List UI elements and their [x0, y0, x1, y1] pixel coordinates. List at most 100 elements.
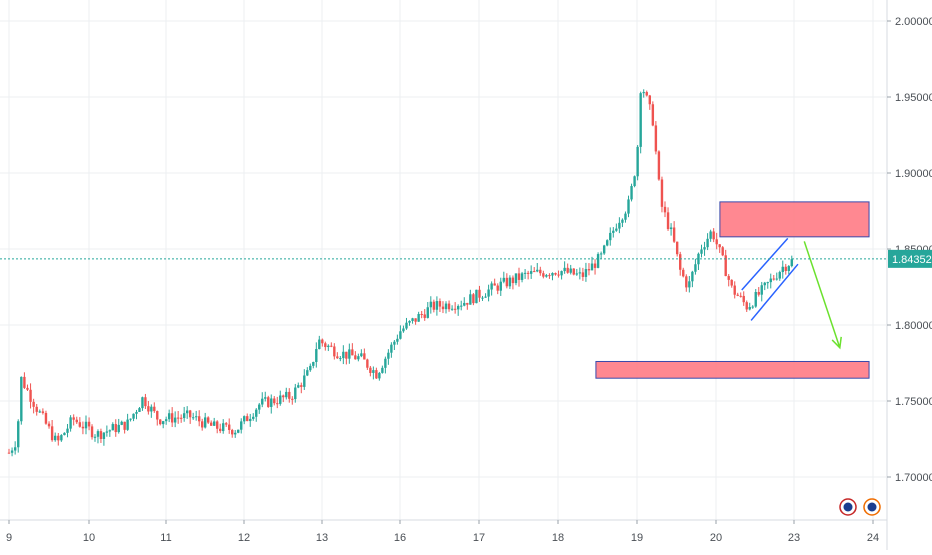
drawing-layer — [0, 237, 886, 350]
candle-body — [303, 375, 306, 387]
forecast-arrow-head[interactable] — [831, 336, 842, 350]
candle-body — [156, 411, 159, 420]
candle-body — [191, 417, 195, 419]
candle-body — [727, 276, 730, 280]
candle-body — [706, 238, 709, 248]
candle-body — [93, 436, 97, 438]
candle-body — [153, 406, 156, 412]
candle-body — [309, 365, 312, 371]
event-flag-icon[interactable] — [839, 498, 857, 516]
channel-line[interactable] — [741, 237, 789, 291]
candle-body — [203, 417, 207, 428]
x-tick-label: 12 — [238, 532, 250, 544]
candle-body — [417, 313, 420, 322]
candle-body — [164, 419, 168, 422]
candle-body — [529, 271, 533, 274]
candle-body — [621, 219, 624, 223]
candle-body — [435, 301, 439, 310]
y-tick-label: 1.75000 — [895, 396, 932, 408]
candle-body — [282, 395, 285, 398]
candle-body — [354, 355, 357, 360]
x-tick-label: 11 — [160, 532, 171, 544]
candle-body — [447, 303, 451, 310]
candle-body — [694, 264, 697, 272]
candle-body — [402, 328, 405, 332]
candle-body — [751, 306, 754, 308]
candle-body — [566, 267, 569, 273]
x-tick-label: 20 — [710, 532, 722, 544]
candle-body — [469, 294, 472, 305]
candle-body — [10, 450, 14, 453]
candle-body — [700, 249, 703, 254]
candle-body — [578, 272, 582, 274]
candle-body — [176, 417, 180, 419]
candle-body — [478, 289, 481, 298]
candle-body — [267, 397, 270, 407]
channel-line[interactable] — [750, 263, 799, 321]
candle-body — [135, 411, 138, 414]
candle-body — [321, 339, 324, 344]
candle-body — [161, 421, 165, 425]
candle-body — [390, 344, 393, 353]
candle-body — [493, 283, 496, 286]
candle-body — [200, 421, 204, 428]
candle-body — [760, 285, 763, 295]
candle-body — [273, 398, 276, 404]
candle-body — [342, 351, 345, 359]
candle-body — [499, 281, 502, 291]
candle-body — [47, 423, 51, 427]
candle-body — [210, 422, 213, 426]
candle-body — [526, 272, 530, 274]
candle-body — [249, 418, 252, 422]
candle-body — [423, 314, 426, 318]
candle-body — [645, 92, 648, 96]
candle-body — [399, 331, 402, 339]
candle-body — [144, 397, 147, 407]
x-tick-label: 13 — [316, 532, 328, 544]
candle-body — [536, 269, 539, 272]
candle-body — [487, 289, 490, 297]
candle-body — [584, 269, 588, 277]
candle-body — [108, 430, 112, 432]
candle-body — [748, 307, 751, 310]
candle-body — [206, 417, 210, 423]
candle-body — [117, 424, 120, 433]
candle-body — [426, 307, 429, 318]
candle-body — [730, 279, 733, 286]
candle-body — [81, 426, 85, 429]
candle-body — [709, 231, 712, 239]
candle-body — [141, 397, 144, 409]
candle-body — [715, 239, 718, 245]
candle-body — [745, 302, 748, 310]
candle-body — [775, 278, 778, 280]
candle-body — [542, 273, 545, 277]
candle-body — [38, 411, 41, 413]
candle-body — [375, 370, 378, 379]
candle-body — [261, 398, 264, 405]
badge-layer — [839, 498, 881, 516]
candle-body — [29, 389, 32, 402]
candle-body — [300, 385, 303, 387]
news-flag-dot — [867, 502, 877, 512]
candle-body — [44, 412, 48, 424]
candle-body — [790, 259, 793, 267]
candle-body — [387, 352, 390, 359]
candle-body — [742, 295, 745, 303]
candle-body — [602, 245, 606, 254]
candle-body — [26, 387, 29, 390]
candle-body — [784, 266, 787, 271]
zone-target — [595, 360, 870, 379]
candle-body — [75, 419, 78, 423]
candle-body — [663, 206, 667, 213]
news-flag-icon[interactable] — [863, 498, 881, 516]
forecast-arrow-line[interactable] — [803, 241, 841, 349]
candle-body — [219, 428, 222, 432]
candle-body — [572, 268, 575, 275]
candle-body — [123, 421, 126, 430]
candle-body — [472, 294, 475, 304]
candle-body — [514, 273, 518, 284]
candle-body — [642, 92, 645, 94]
candle-body — [324, 343, 327, 348]
